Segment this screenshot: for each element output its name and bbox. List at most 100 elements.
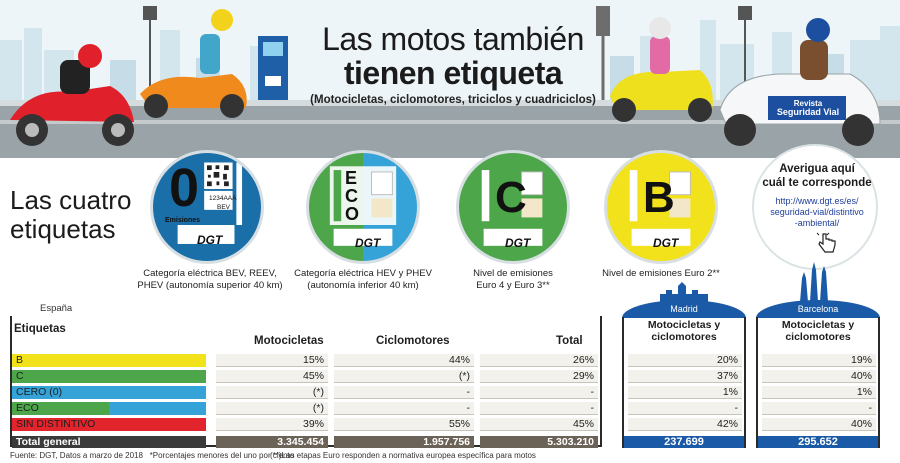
cell-eco-moto: (*) [216, 402, 328, 415]
madrid-landmark-icon [660, 282, 708, 302]
barcelona-value-cero: 1% [762, 386, 876, 399]
section-title-line-1: Las cuatro [10, 185, 132, 215]
headline-subtitle: (Motocicletas, ciclomotores, triciclos y… [310, 94, 596, 106]
row-label-sin-distintivo: SIN DISTINTIVO [16, 418, 96, 430]
madrid-value-eco: - [628, 402, 742, 415]
street-illustration: Revista Seguridad Vial Las motos también… [0, 0, 900, 158]
badge-cero-desc-2: PHEV (autonomía superior 40 km) [137, 279, 283, 291]
headline: Las motos también tienen etiqueta (Motoc… [300, 22, 606, 106]
pointer-hand-icon [816, 232, 836, 253]
badge-c: C DGT [456, 150, 570, 264]
badge-c-art [479, 166, 547, 246]
cell-cero-total: - [480, 386, 598, 399]
badge-eco-desc-2: (autonomía inferior 40 km) [307, 279, 419, 291]
total-moto: 3.345.454 [216, 436, 328, 448]
row-label-eco: ECO [16, 402, 39, 414]
city-skyline-illustration [0, 6, 900, 158]
barcelona-value-c: 40% [762, 370, 876, 383]
cell-c-total: 29% [480, 370, 598, 383]
cell-cero-ciclo: - [334, 386, 474, 399]
barcelona-landmark-icon [800, 262, 828, 302]
cell-b-total: 26% [480, 354, 598, 367]
table-row-sin-distintivo: SIN DISTINTIVO 39% 55% 45% [10, 416, 602, 432]
swatch-cero: CERO (0) [12, 386, 206, 399]
total-total: 5.303.210 [480, 436, 598, 448]
badge-c-desc-2: Euro 4 y Euro 3** [476, 279, 550, 291]
madrid-header-line-2: ciclomotores [651, 331, 717, 343]
info-link-line-2[interactable]: seguridad-vial/distintivo [770, 207, 864, 217]
cell-cero-moto: (*) [216, 386, 328, 399]
cell-c-moto: 45% [216, 370, 328, 383]
info-heading-line-2: cuál te corresponde [762, 177, 872, 189]
table-row-eco: ECO (*) - - [10, 400, 602, 416]
swatch-eco: ECO [12, 402, 206, 415]
badge-b-dgt: DGT [653, 236, 679, 250]
header-total: Total [556, 335, 583, 347]
header-ciclomotores: Ciclomotores [376, 335, 450, 347]
badge-cero-dgt: DGT [197, 233, 223, 247]
badge-b-letter: B [643, 173, 675, 222]
badge-cero: 0 Emisiones 1234AAA BEV DGT [150, 150, 264, 264]
badge-eco: ECO DGT [306, 150, 420, 264]
total-ciclo: 1.957.756 [334, 436, 474, 448]
badge-c-desc-1: Nivel de emisiones [473, 268, 553, 279]
sign-line-2: Seguridad Vial [776, 107, 840, 117]
barcelona-header-line-1: Motocicletas y [781, 319, 855, 331]
barcelona-column: Motocicletas y ciclomotores 19% 40% 1% -… [756, 317, 880, 448]
table-row-c: C 45% (*) 29% [10, 368, 602, 384]
barcelona-value-b: 19% [762, 354, 876, 367]
cell-sin-ciclo: 55% [334, 418, 474, 431]
footnote-source-text: Fuente: DGT, Datos a marzo de 2018 [10, 451, 143, 460]
badge-c-letter: C [495, 173, 527, 222]
header-etiquetas: Etiquetas [14, 323, 66, 335]
barcelona-value-sin-distintivo: 40% [762, 418, 876, 431]
cell-c-ciclo: (*) [334, 370, 474, 383]
info-heading: Averigua aquí cuál te corresponde [754, 162, 880, 190]
info-heading-line-1: Averigua aquí [779, 163, 855, 175]
badge-eco-description: Categoría eléctrica HEV y PHEV (autonomí… [284, 268, 442, 291]
cell-eco-total: - [480, 402, 598, 415]
table-total-row: Total general 3.345.454 1.957.756 5.303.… [12, 436, 602, 448]
badge-cero-plate-sub: BEV [217, 204, 231, 211]
info-link[interactable]: http://www.dgt.es/es/ seguridad-vial/dis… [754, 196, 880, 229]
madrid-column: Motocicletas y ciclomotores 20% 37% 1% -… [622, 317, 746, 448]
badge-cero-letter: 0 [169, 158, 200, 218]
swatch-sin-distintivo: SIN DISTINTIVO [12, 418, 206, 431]
barcelona-value-eco: - [762, 402, 876, 415]
madrid-name: Madrid [670, 304, 698, 314]
footnote-euro-note: (**)Las etapas Euro responden a normativ… [270, 451, 536, 460]
badge-b-art [629, 170, 691, 246]
sign-line-1: Revista [793, 99, 823, 108]
headline-line-2: tienen etiqueta [343, 55, 563, 91]
badge-eco-art [329, 166, 397, 246]
barcelona-name: Barcelona [797, 304, 839, 314]
badge-eco-dgt: DGT [355, 236, 381, 250]
cell-sin-moto: 39% [216, 418, 328, 431]
section-title-line-2: etiquetas [10, 214, 116, 244]
badge-cero-desc-1: Categoría eléctrica BEV, REEV, [143, 268, 277, 279]
madrid-total: 237.699 [624, 436, 744, 448]
spain-label: España [40, 303, 73, 314]
badge-cero-description: Categoría eléctrica BEV, REEV, PHEV (aut… [130, 268, 290, 291]
badge-c-description: Nivel de emisiones Euro 4 y Euro 3** [434, 268, 592, 291]
row-label-b: B [16, 354, 24, 366]
badge-cero-caption: Emisiones [165, 217, 201, 224]
cell-eco-ciclo: - [334, 402, 474, 415]
barcelona-total: 295.652 [758, 436, 878, 448]
madrid-value-sin-distintivo: 42% [628, 418, 742, 431]
barcelona-banner [756, 300, 880, 318]
footnote-percent-note: *Porcentajes menores del uno por ciento [149, 451, 295, 460]
info-link-line-3[interactable]: -ambiental/ [794, 218, 840, 228]
badge-b-desc-1: Nivel de emisiones Euro 2** [602, 268, 720, 279]
info-bubble: Averigua aquí cuál te corresponde http:/… [752, 144, 878, 270]
header-motocicletas: Motocicletas [254, 335, 324, 347]
swatch-b: B [12, 354, 206, 367]
row-label-cero: CERO (0) [16, 386, 63, 398]
badge-eco-desc-1: Categoría eléctrica HEV y PHEV [294, 268, 432, 279]
badge-cero-plate: 1234AAA [209, 195, 237, 202]
table-row-b: B 15% 44% 26% [10, 352, 602, 368]
cell-b-moto: 15% [216, 354, 328, 367]
info-link-line-1[interactable]: http://www.dgt.es/es/ [775, 196, 859, 206]
madrid-value-cero: 1% [628, 386, 742, 399]
total-label: Total general [12, 436, 206, 448]
